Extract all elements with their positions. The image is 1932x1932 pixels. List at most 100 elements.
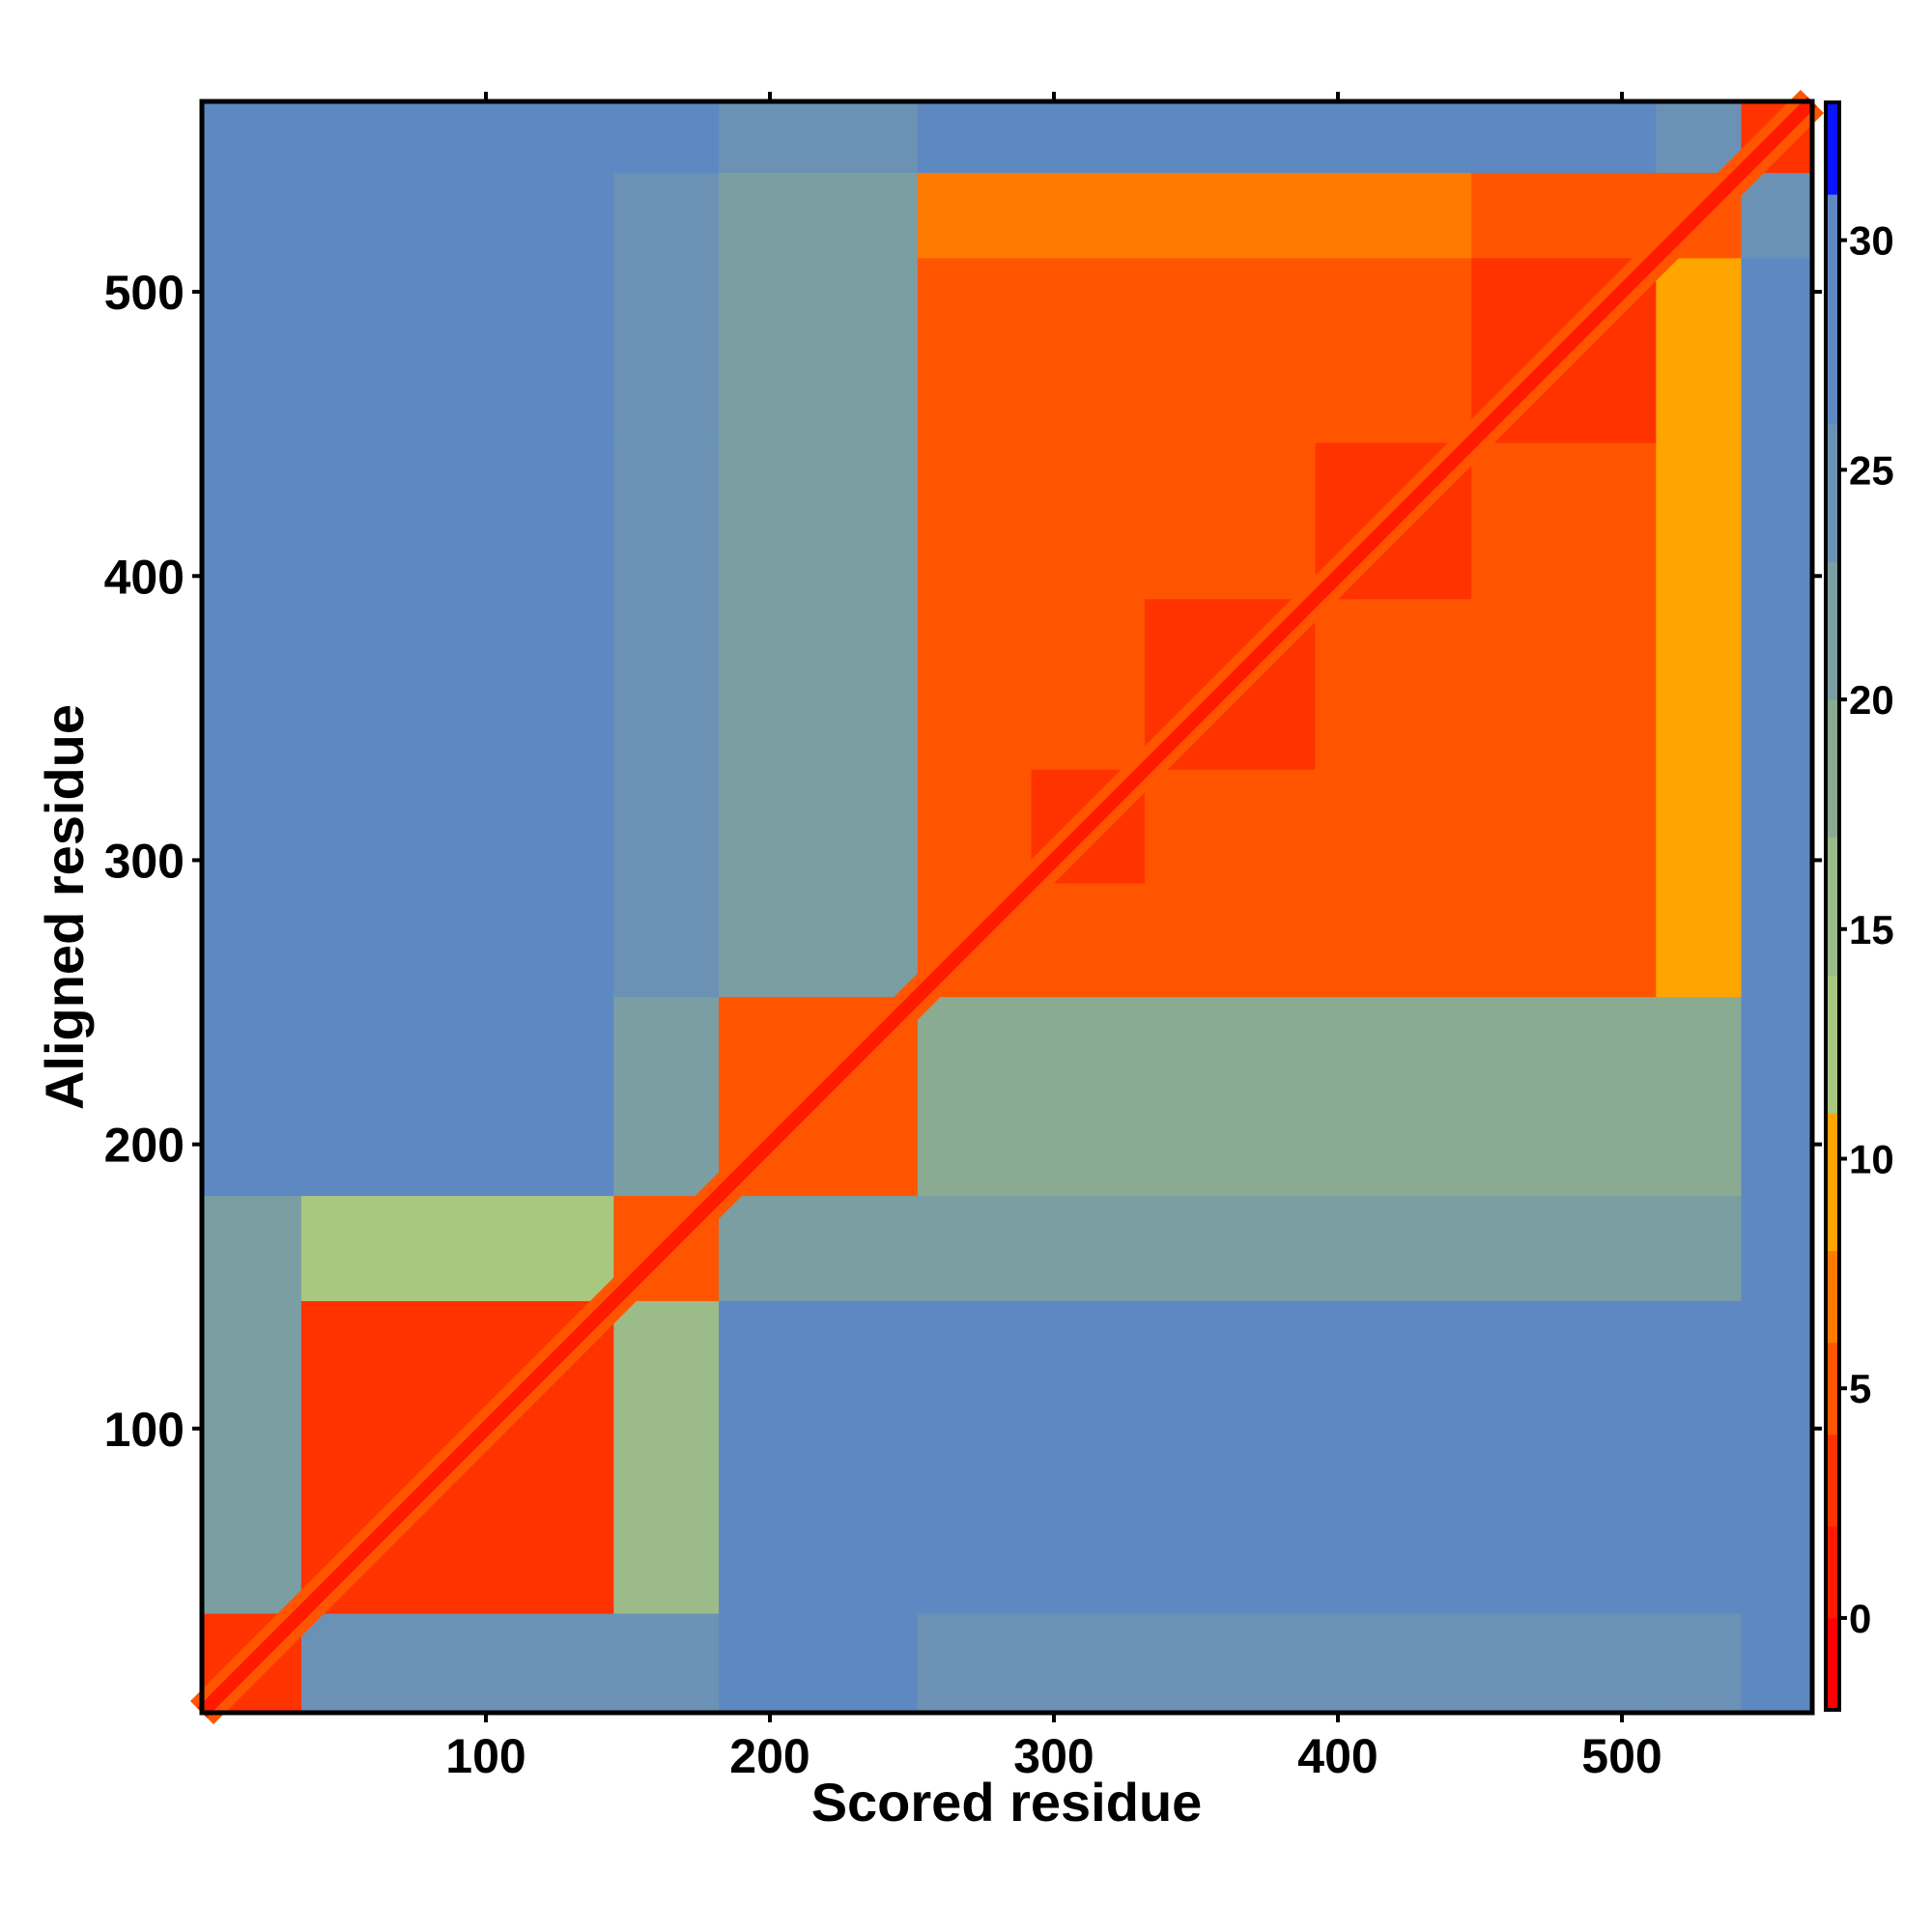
heatmap-cell: [300, 442, 614, 600]
heatmap-cell: [1656, 882, 1742, 998]
heatmap-cell: [1315, 257, 1472, 443]
colorbar-tick-label: 30: [1849, 218, 1894, 264]
colorbar-tick-label: 5: [1849, 1366, 1871, 1411]
colorbar-tick-label: 15: [1849, 907, 1894, 952]
heatmap-cell: [917, 1613, 1032, 1714]
heatmap-cell: [613, 1300, 720, 1614]
heatmap-cell: [1471, 882, 1657, 998]
heatmap-cell: [1656, 1195, 1742, 1301]
heatmap-cell: [1145, 882, 1316, 998]
heatmap-cell: [1741, 598, 1813, 770]
y-tick-label: 300: [104, 834, 185, 888]
colorbar-step: [1826, 1434, 1839, 1527]
heatmap-cell: [300, 257, 614, 443]
heatmap-cell: [1471, 172, 1657, 259]
heatmap-cell: [917, 1300, 1032, 1614]
heatmap-cell: [202, 598, 302, 770]
colorbar: 0 5 10 15 20 25 30: [1824, 100, 1894, 1712]
heatmap-cell: [202, 442, 302, 600]
heatmap-cell: [1656, 442, 1742, 600]
heatmap-cell: [719, 172, 919, 259]
y-tick-label: 500: [104, 266, 185, 320]
plot-frame: [199, 99, 1815, 1716]
heatmap-cell: [1315, 1613, 1472, 1714]
x-axis-ticks: 100 200 300 400 500: [445, 92, 1662, 1783]
heatmap-cell: [719, 1613, 919, 1714]
heatmap-cell: [1471, 1300, 1657, 1614]
heatmap-cell: [1315, 996, 1472, 1197]
heatmap-cell: [1741, 442, 1813, 600]
heatmap-cell: [202, 1195, 302, 1301]
colorbar-step: [1826, 1112, 1839, 1252]
heatmap-cell: [1315, 172, 1472, 259]
heatmap-diagonal: [189, 89, 1825, 1725]
heatmap-cell: [300, 882, 614, 998]
y-tick-label: 200: [104, 1119, 185, 1173]
heatmap-cell: [1471, 1195, 1657, 1301]
heatmap-cell: [1315, 1300, 1472, 1614]
heatmap-cell: [719, 101, 919, 174]
heatmap-cell: [1741, 882, 1813, 998]
heatmap-cell: [202, 101, 302, 174]
heatmap-cell: [719, 257, 919, 443]
heatmap-cell: [1656, 598, 1742, 770]
heatmap-cell: [1031, 996, 1146, 1197]
heatmap-cell: [719, 598, 919, 770]
heatmap-cell: [300, 996, 614, 1197]
heatmap-cell: [1741, 172, 1813, 259]
colorbar-step: [1826, 1617, 1839, 1711]
heatmap-cell: [1031, 172, 1146, 259]
heatmap-cell: [1145, 1300, 1316, 1614]
heatmap-cell: [300, 1613, 614, 1714]
heatmap-cell: [300, 598, 614, 770]
heatmap-cell: [300, 1195, 614, 1301]
y-tick-label: 100: [104, 1403, 185, 1457]
heatmap-cell: [1471, 101, 1657, 174]
heatmap-cell: [1741, 1613, 1813, 1714]
heatmap-cell: [1656, 996, 1742, 1197]
heatmap-cell: [1315, 882, 1472, 998]
colorbar-step: [1826, 423, 1839, 562]
colorbar-step: [1826, 837, 1839, 976]
colorbar-step: [1826, 1250, 1839, 1344]
heatmap-cell: [202, 1300, 302, 1614]
heatmap-cell: [1031, 882, 1146, 998]
colorbar-tick-label: 25: [1849, 447, 1894, 493]
heatmap-cell: [1145, 1195, 1316, 1301]
y-axis-ticks: 100 200 300 400 500: [104, 266, 1822, 1457]
heatmap-cell: [917, 769, 1032, 884]
colorbar-frame: [1824, 100, 1841, 1712]
heatmap-cell: [1656, 1613, 1742, 1714]
heatmap-cell: [1656, 101, 1742, 174]
heatmap-cell: [300, 769, 614, 884]
heatmap-cell: [613, 598, 720, 770]
heatmap-cell: [202, 769, 302, 884]
heatmap-cell: [1145, 257, 1316, 443]
diagonal-line: [197, 97, 1817, 1718]
heatmap-cells: [202, 101, 1813, 1714]
heatmap-cell: [1656, 1300, 1742, 1614]
heatmap-cell: [1145, 101, 1316, 174]
y-tick-label: 400: [104, 550, 185, 604]
heatmap-cell: [1741, 996, 1813, 1197]
heatmap-cell: [1471, 1613, 1657, 1714]
heatmap-cell: [202, 882, 302, 998]
colorbar-step: [1826, 699, 1839, 838]
heatmap-cell: [613, 769, 720, 884]
heatmap-cell: [1145, 1613, 1316, 1714]
heatmap-cell: [1145, 172, 1316, 259]
heatmap-cell: [917, 172, 1032, 259]
x-tick-label: 400: [1297, 1729, 1378, 1783]
heatmap-cell: [719, 882, 919, 998]
colorbar-tick-label: 0: [1849, 1596, 1871, 1641]
heatmap-cell: [1741, 1300, 1813, 1614]
colorbar-step: [1826, 1342, 1839, 1435]
heatmap-cell: [1656, 257, 1742, 443]
heatmap-cell: [613, 996, 720, 1197]
heatmap-cell: [1031, 598, 1146, 770]
x-tick-label: 500: [1581, 1729, 1662, 1783]
x-tick-label: 300: [1013, 1729, 1094, 1783]
heatmap-cell: [917, 101, 1032, 174]
heatmap-cell: [1031, 1195, 1146, 1301]
heatmap-cell: [613, 101, 720, 174]
